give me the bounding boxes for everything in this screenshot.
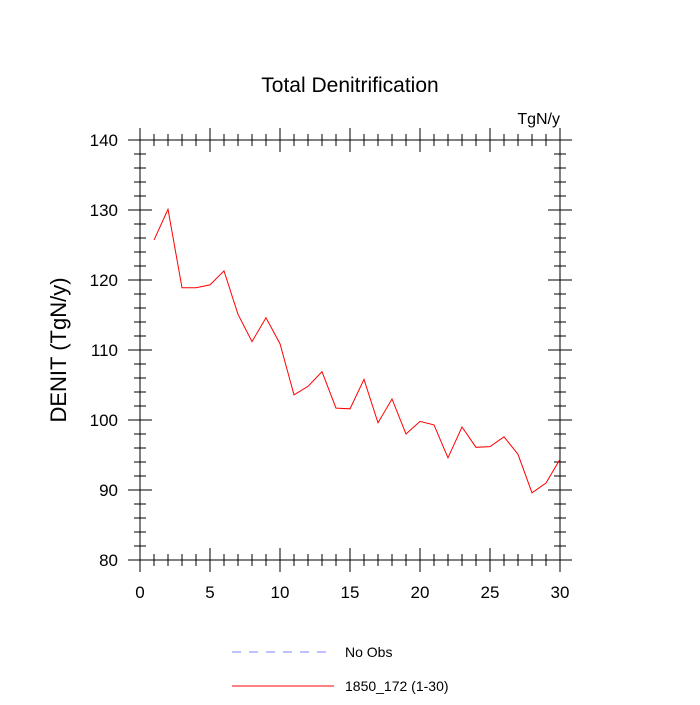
legend-label: 1850_172 (1-30) [345, 678, 449, 694]
legend-label: No Obs [345, 644, 392, 660]
y-tick-label: 140 [90, 131, 118, 150]
x-tick-label: 5 [205, 583, 214, 602]
y-tick-label: 130 [90, 201, 118, 220]
series-line [153, 207, 561, 494]
y-tick-label: 80 [99, 551, 118, 570]
y-axis-label: DENIT (TgN/y) [46, 277, 71, 422]
units-label: TgN/y [517, 111, 560, 128]
x-tick-label: 15 [341, 583, 360, 602]
x-tick-label: 0 [135, 583, 144, 602]
x-tick-label: 10 [271, 583, 290, 602]
plot-frame [139, 139, 561, 561]
y-tick-label: 120 [90, 271, 118, 290]
axis-tick-labels: 80 90 100 110 120 130 140 0 5 10 15 20 25 30 [90, 131, 570, 602]
y-tick-label: 90 [99, 481, 118, 500]
x-tick-label: 30 [551, 583, 570, 602]
axis-ticks [128, 128, 572, 572]
y-tick-label: 100 [90, 411, 118, 430]
x-tick-label: 20 [411, 583, 430, 602]
chart-title: Total Denitrification [261, 74, 438, 97]
x-tick-label: 25 [481, 583, 500, 602]
y-tick-label: 110 [91, 341, 118, 360]
series-layer [153, 207, 561, 494]
legend: No Obs 1850_172 (1-30) [232, 644, 449, 694]
